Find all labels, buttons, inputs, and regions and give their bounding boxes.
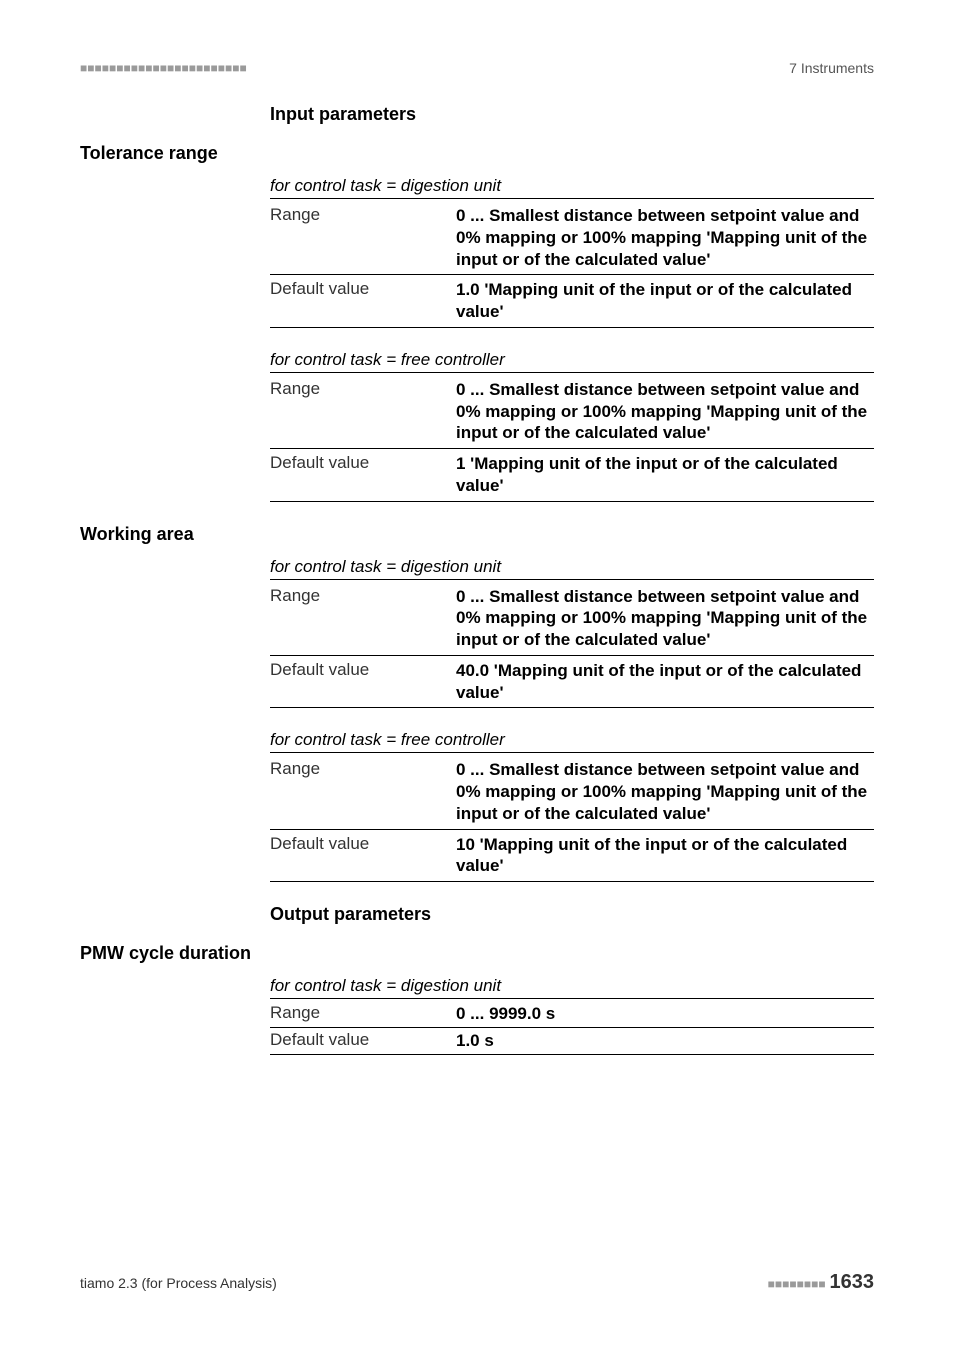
table-row: Default value 1.0 'Mapping unit of the i… xyxy=(270,275,874,328)
working-block-free: for control task = free controller Range… xyxy=(270,730,874,882)
output-parameters-heading: Output parameters xyxy=(270,904,874,925)
table-row: Default value 1 'Mapping unit of the inp… xyxy=(270,449,874,502)
working-area-heading: Working area xyxy=(80,524,874,545)
table-row: Default value 40.0 'Mapping unit of the … xyxy=(270,656,874,709)
caption: for control task = digestion unit xyxy=(270,176,874,199)
range-label: Range xyxy=(270,759,440,779)
caption: for control task = digestion unit xyxy=(270,976,874,999)
range-value: 0 ... Smallest distance between setpoint… xyxy=(456,759,874,824)
footer-left: tiamo 2.3 (for Process Analysis) xyxy=(80,1275,277,1291)
default-label: Default value xyxy=(270,660,440,680)
working-block-digestion: for control task = digestion unit Range … xyxy=(270,557,874,709)
default-value: 40.0 'Mapping unit of the input or of th… xyxy=(456,660,874,704)
footer-right: ■■■■■■■■ 1633 xyxy=(768,1271,874,1294)
tolerance-block-digestion: for control task = digestion unit Range … xyxy=(270,176,874,328)
caption: for control task = free controller xyxy=(270,730,874,753)
default-label: Default value xyxy=(270,1030,440,1050)
range-value: 0 ... Smallest distance between setpoint… xyxy=(456,205,874,270)
footer-dashes: ■■■■■■■■ xyxy=(768,1277,826,1291)
table-row: Range 0 ... 9999.0 s xyxy=(270,1001,874,1028)
default-value: 1.0 s xyxy=(456,1030,874,1052)
range-label: Range xyxy=(270,205,440,225)
default-label: Default value xyxy=(270,453,440,473)
default-label: Default value xyxy=(270,279,440,299)
range-label: Range xyxy=(270,379,440,399)
header-section: 7 Instruments xyxy=(789,60,874,76)
range-value: 0 ... Smallest distance between setpoint… xyxy=(456,379,874,444)
pmw-heading: PMW cycle duration xyxy=(80,943,874,964)
range-value: 0 ... 9999.0 s xyxy=(456,1003,874,1025)
range-label: Range xyxy=(270,1003,440,1023)
tolerance-range-heading: Tolerance range xyxy=(80,143,874,164)
range-label: Range xyxy=(270,586,440,606)
table-row: Default value 10 'Mapping unit of the in… xyxy=(270,830,874,883)
page-footer: tiamo 2.3 (for Process Analysis) ■■■■■■■… xyxy=(80,1271,874,1294)
caption: for control task = digestion unit xyxy=(270,557,874,580)
pmw-block-digestion: for control task = digestion unit Range … xyxy=(270,976,874,1055)
caption: for control task = free controller xyxy=(270,350,874,373)
page-root: ■■■■■■■■■■■■■■■■■■■■■■■ 7 Instruments In… xyxy=(0,0,954,1350)
header-dashes: ■■■■■■■■■■■■■■■■■■■■■■■ xyxy=(80,61,247,75)
page-number: 1633 xyxy=(830,1271,875,1293)
table-row: Range 0 ... Smallest distance between se… xyxy=(270,582,874,656)
page-header: ■■■■■■■■■■■■■■■■■■■■■■■ 7 Instruments xyxy=(80,60,874,76)
range-value: 0 ... Smallest distance between setpoint… xyxy=(456,586,874,651)
default-label: Default value xyxy=(270,834,440,854)
default-value: 1.0 'Mapping unit of the input or of the… xyxy=(456,279,874,323)
table-row: Range 0 ... Smallest distance between se… xyxy=(270,375,874,449)
default-value: 1 'Mapping unit of the input or of the c… xyxy=(456,453,874,497)
tolerance-block-free: for control task = free controller Range… xyxy=(270,350,874,502)
table-row: Range 0 ... Smallest distance between se… xyxy=(270,201,874,275)
default-value: 10 'Mapping unit of the input or of the … xyxy=(456,834,874,878)
table-row: Range 0 ... Smallest distance between se… xyxy=(270,755,874,829)
input-parameters-heading: Input parameters xyxy=(270,104,874,125)
table-row: Default value 1.0 s xyxy=(270,1028,874,1055)
